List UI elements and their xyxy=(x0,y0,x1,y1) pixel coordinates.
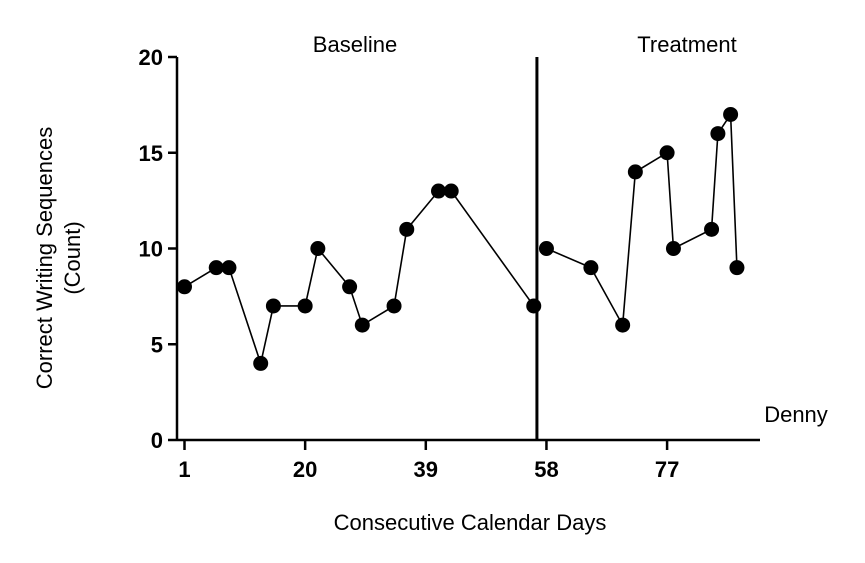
data-point xyxy=(208,260,224,276)
data-point xyxy=(627,164,643,180)
data-point xyxy=(729,260,745,276)
y-axis-title-line1: Correct Writing Sequences xyxy=(32,127,57,390)
data-point xyxy=(615,317,631,333)
x-tick-label: 77 xyxy=(655,457,679,482)
x-tick-label: 58 xyxy=(534,457,558,482)
phase-label-baseline: Baseline xyxy=(313,32,397,57)
phase-label-treatment: Treatment xyxy=(637,32,736,57)
data-point xyxy=(443,183,459,199)
data-point xyxy=(265,298,281,314)
data-point xyxy=(538,241,554,256)
data-point xyxy=(221,260,237,276)
series-line-baseline xyxy=(184,190,535,367)
y-tick-label: 15 xyxy=(139,141,163,166)
data-point xyxy=(342,279,358,295)
series-layer xyxy=(177,106,745,371)
data-point xyxy=(297,298,313,314)
x-ticks: 1 20 39 58 77 xyxy=(178,440,679,482)
data-point xyxy=(253,355,269,371)
y-ticks: 0 5 10 15 20 xyxy=(139,45,177,453)
data-point xyxy=(665,241,681,256)
x-axis-title: Consecutive Calendar Days xyxy=(334,510,607,535)
data-point xyxy=(177,279,192,295)
data-point xyxy=(310,241,326,256)
x-tick-label: 1 xyxy=(178,457,190,482)
data-point xyxy=(399,221,415,237)
data-point xyxy=(710,126,726,142)
data-point xyxy=(659,145,675,161)
x-tick-label: 20 xyxy=(293,457,317,482)
y-tick-label: 10 xyxy=(139,237,163,262)
data-point xyxy=(723,106,739,122)
x-tick-label: 39 xyxy=(414,457,438,482)
y-tick-label: 20 xyxy=(139,45,163,70)
data-point xyxy=(386,298,402,314)
y-tick-label: 0 xyxy=(151,428,163,453)
data-point xyxy=(354,317,370,333)
data-point xyxy=(583,260,599,276)
series-line-treatment xyxy=(546,111,738,328)
data-point xyxy=(431,183,446,199)
y-axis-title-line2: (Count) xyxy=(60,221,85,294)
participant-label: Denny xyxy=(764,402,828,427)
data-point xyxy=(704,221,720,237)
data-point xyxy=(526,298,542,314)
y-tick-label: 5 xyxy=(151,332,163,357)
